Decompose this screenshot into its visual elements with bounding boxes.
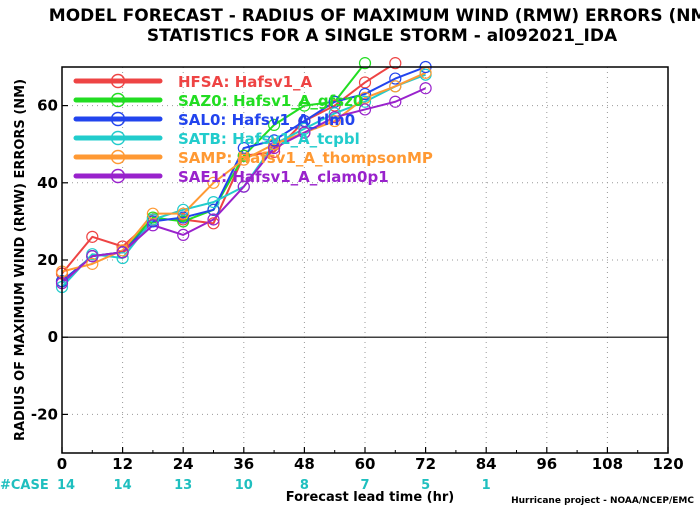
data-point (358, 95, 372, 108)
y-tick-label: 20 (37, 251, 58, 269)
data-point (207, 176, 220, 189)
data-point (207, 217, 220, 230)
data-point (358, 87, 372, 101)
data-point (328, 107, 341, 120)
data-point (268, 138, 281, 151)
y-tick-label: 60 (37, 97, 58, 115)
case-count: 8 (300, 478, 309, 493)
data-point (146, 213, 159, 226)
x-tick-label: 72 (415, 455, 436, 473)
data-point (177, 207, 190, 220)
chart-subtitle: STATISTICS FOR A SINGLE STORM - al092021… (147, 26, 618, 46)
data-point (268, 118, 281, 132)
data-point (298, 99, 311, 112)
legend-entry: SAE1: Hafsv1_A_clam0p1 (178, 168, 389, 186)
case-count: 13 (174, 478, 192, 493)
case-count: 7 (360, 478, 369, 493)
data-point (86, 257, 99, 270)
y-tick-label: 40 (37, 174, 58, 192)
legend-entry: HFSA: Hafsv1_A (178, 73, 313, 91)
data-point (116, 246, 129, 259)
case-label: #CASE (0, 478, 49, 493)
case-count: 14 (114, 478, 132, 493)
x-tick-label: 36 (233, 455, 254, 473)
data-point (389, 72, 402, 85)
data-point (207, 203, 220, 216)
y-axis-label: RADIUS OF MAXIMUM WIND (RMW) ERRORS (NM) (13, 79, 28, 441)
data-point (389, 80, 402, 93)
x-tick-label: 60 (355, 455, 376, 473)
x-axis-label: Forecast lead time (hr) (286, 490, 454, 505)
data-point (207, 196, 220, 209)
data-point (116, 251, 129, 265)
data-point (389, 95, 402, 108)
x-tick-label: 108 (592, 455, 623, 473)
x-tick-label: 96 (536, 455, 557, 473)
x-tick-label: 0 (57, 455, 67, 473)
data-point (86, 250, 99, 263)
data-point (237, 153, 250, 166)
data-point (419, 82, 432, 95)
legend-swatch-marker (110, 130, 126, 146)
x-tick-label: 48 (294, 455, 315, 473)
data-point (358, 57, 372, 70)
data-point (389, 57, 402, 70)
data-point (86, 230, 99, 243)
legend-swatch-marker (110, 92, 126, 108)
data-point (358, 103, 372, 116)
data-point (177, 203, 190, 216)
x-tick-label: 120 (652, 455, 683, 473)
data-point (177, 228, 190, 242)
data-point (146, 219, 159, 232)
legend-entry: SATB: Hafsv1_A_tcpbl (178, 130, 360, 148)
legend-swatch-marker (110, 168, 126, 184)
data-point (298, 126, 311, 139)
legend-swatch-marker (110, 73, 126, 89)
case-count: 14 (57, 478, 75, 493)
case-count: 1 (482, 478, 491, 493)
x-tick-label: 12 (112, 455, 133, 473)
data-point (177, 211, 190, 224)
legend-entry: SAL0: Hafsv1_A_rlm0 (178, 111, 355, 129)
y-tick-label: 0 (48, 328, 58, 346)
case-count: 5 (421, 478, 430, 493)
data-point (237, 180, 250, 193)
series-line-5 (62, 71, 427, 273)
legend-entry: SAZ0: Hafsv1_A_gfsz0 (178, 92, 363, 110)
data-point (237, 149, 250, 162)
data-point (328, 114, 341, 128)
legend-swatch-marker (110, 149, 126, 165)
data-point (268, 134, 281, 147)
data-point (298, 122, 311, 135)
legend-entry: SAMP: Hafsv1_A_thompsonMP (178, 149, 433, 167)
y-tick-label: -20 (31, 405, 58, 423)
x-tick-label: 24 (173, 455, 194, 473)
markers-layer (55, 57, 432, 294)
case-count: 10 (235, 478, 253, 493)
grid-lines (62, 67, 668, 453)
legend-swatch-marker (110, 111, 126, 127)
case-counts: #CASE 14 14 13 10 8 7 5 1 (0, 478, 491, 493)
data-point (328, 111, 341, 124)
data-point (207, 213, 220, 226)
credit-text: Hurricane project - NOAA/NCEP/EMC (511, 496, 694, 506)
chart-title: MODEL FORECAST - RADIUS OF MAXIMUM WIND … (49, 6, 700, 26)
ticks-layer: 0 12 24 36 48 60 72 84 96 108 120 -20 0 20 40 60 (31, 97, 684, 473)
x-tick-label: 84 (476, 455, 497, 473)
data-point (268, 141, 281, 155)
